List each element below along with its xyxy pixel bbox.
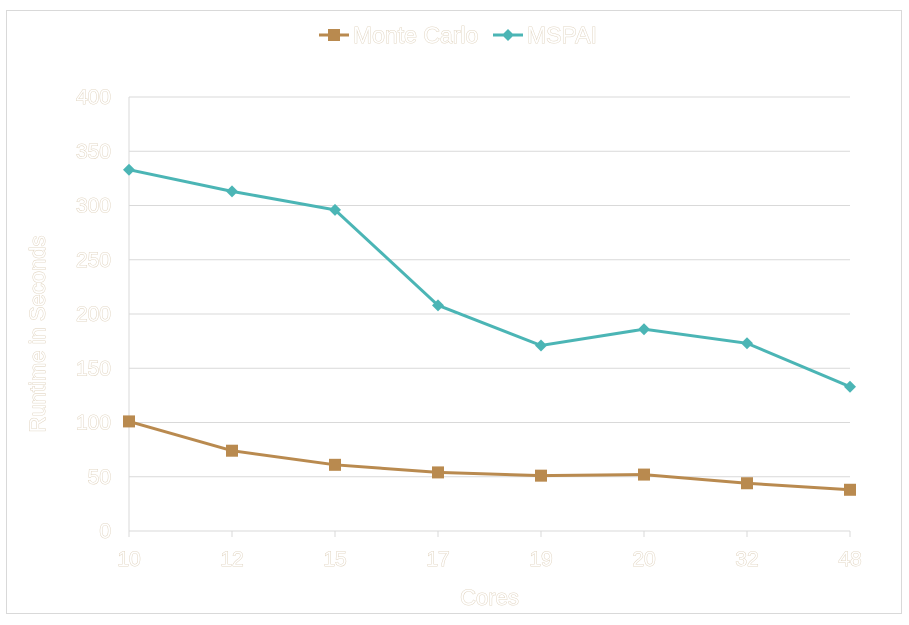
data-point xyxy=(741,477,753,490)
y-tick-label: 350 xyxy=(76,140,111,163)
series-line xyxy=(128,168,851,389)
data-point xyxy=(329,458,341,471)
x-tick-label: 10 xyxy=(117,548,140,571)
data-point xyxy=(123,163,135,176)
chart-frame: 0 50 100 150 200 250 300 350 400 10 12 15 17 19 20 32 48… xyxy=(6,10,902,614)
y-tick-label: 50 xyxy=(88,466,111,489)
y-axis-title: Runtime in Seconds xyxy=(25,236,50,433)
data-point xyxy=(226,444,238,457)
y-tick-label: 200 xyxy=(76,303,111,326)
data-point xyxy=(123,415,135,428)
x-axis-title: Cores xyxy=(460,585,519,610)
data-point xyxy=(844,483,856,496)
gridlines xyxy=(129,96,850,478)
y-tick-label: 250 xyxy=(76,249,111,272)
x-tick-label: 19 xyxy=(529,548,552,571)
series-mspai xyxy=(123,163,856,393)
series-layer xyxy=(123,163,856,496)
tick-labels: 0 50 100 150 200 250 300 350 400 10 12 15 17 19 20 32 48 xyxy=(76,86,863,572)
x-tick-label: 17 xyxy=(426,548,449,571)
axes xyxy=(128,97,851,537)
data-point xyxy=(741,337,753,350)
data-point xyxy=(329,203,341,216)
data-point xyxy=(638,468,650,481)
line-chart: 0 50 100 150 200 250 300 350 400 10 12 15 17 19 20 32 48… xyxy=(25,22,863,611)
data-point xyxy=(844,380,856,393)
series-line xyxy=(128,419,851,492)
series-monte-carlo xyxy=(123,415,856,496)
legend-item: Monte Carlo xyxy=(319,22,479,48)
legend-marker xyxy=(328,29,340,41)
data-point xyxy=(638,323,650,336)
x-tick-label: 20 xyxy=(632,548,655,571)
data-point xyxy=(226,185,238,198)
data-point xyxy=(535,339,547,352)
y-tick-label: 0 xyxy=(99,520,111,543)
x-tick-label: 15 xyxy=(323,548,346,571)
y-tick-label: 100 xyxy=(76,412,111,435)
legend: Monte Carlo MSPAI xyxy=(319,22,597,48)
legend-marker xyxy=(502,29,514,41)
legend-label: MSPAI xyxy=(527,22,597,48)
data-point xyxy=(535,469,547,482)
y-tick-label: 150 xyxy=(76,357,111,380)
y-tick-label: 300 xyxy=(76,195,111,218)
x-tick-label: 48 xyxy=(838,548,861,571)
y-tick-label: 400 xyxy=(76,86,111,109)
data-point xyxy=(432,466,444,479)
x-tick-label: 32 xyxy=(735,548,758,571)
x-tick-label: 12 xyxy=(220,548,243,571)
data-point xyxy=(432,299,444,312)
legend-label: Monte Carlo xyxy=(353,22,478,48)
legend-item: MSPAI xyxy=(493,22,597,48)
